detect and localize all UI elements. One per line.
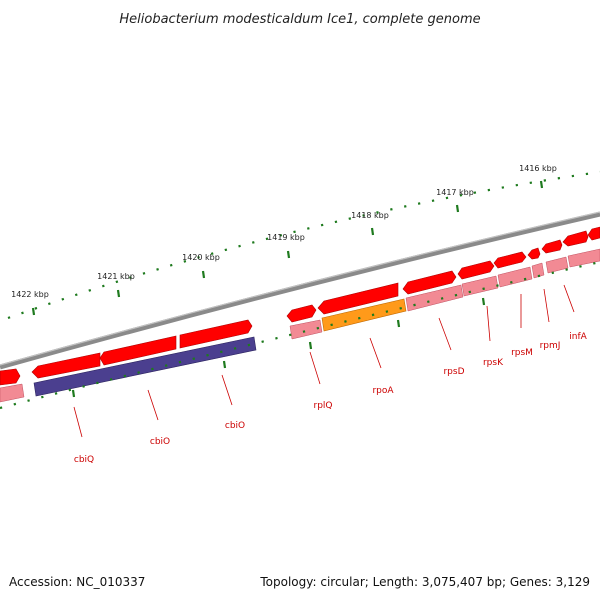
cds-feature[interactable] [99,335,177,366]
cds-feature[interactable] [179,319,253,349]
cds-feature-light[interactable] [461,275,499,297]
genome-summary-text: Topology: circular; Length: 3,075,407 bp… [259,575,590,589]
inner-major-tick [396,319,401,328]
inner-major-tick [481,297,486,306]
gene-label-infA[interactable]: infA [569,332,587,342]
cds-feature[interactable] [317,282,399,315]
cds-feature-light[interactable] [531,262,545,279]
kbp-label: 1420 kbp [182,253,220,262]
gene-label-rpoA[interactable]: rpoA [372,386,394,396]
cds-feature-highlight-purple[interactable] [33,336,257,397]
cds-feature[interactable] [527,247,541,260]
inner-tick-dots [0,260,600,410]
cds-feature-highlight-orange[interactable] [321,298,407,332]
cds-feature[interactable] [457,260,495,280]
cds-feature[interactable] [541,239,563,254]
major-tick [370,227,375,236]
leader-line [369,337,382,369]
kbp-label: 1419 kbp [267,233,305,242]
kbp-label: 1418 kbp [351,211,389,220]
cds-track-outer [0,226,600,386]
minor-tick-dots [7,170,600,320]
major-tick [116,289,121,298]
cds-feature[interactable] [562,230,589,247]
gene-labels: infA rpmJ rpsM rpsK rpsD rpoA rplQ cbiO … [74,332,588,465]
inner-major-tick [222,360,227,369]
gene-label-rpmJ[interactable]: rpmJ [540,341,561,351]
genome-backbone-highlight [0,211,600,366]
genome-backbone [0,211,600,370]
cds-feature[interactable] [31,352,101,379]
leader-line [73,406,83,438]
major-tick [455,204,460,213]
gene-label-cbiO[interactable]: cbiO [150,437,170,447]
kbp-label: 1416 kbp [519,164,557,173]
kbp-label: 1417 kbp [436,188,474,197]
leader-line [309,351,321,385]
leader-line [221,374,233,406]
cds-feature[interactable] [493,251,527,269]
cds-feature-light[interactable] [289,319,323,340]
gene-label-rpsM[interactable]: rpsM [511,348,533,358]
kbp-label: 1421 kbp [97,272,135,281]
leader-line [543,288,550,323]
cds-feature-light[interactable] [0,383,25,403]
gene-label-cbiQ[interactable]: cbiQ [74,455,94,465]
gene-label-cbiO[interactable]: cbiO [225,421,245,431]
cds-feature[interactable] [286,304,317,323]
inner-major-tick [71,389,76,398]
cds-feature-light[interactable] [545,256,569,274]
gene-label-rpsK[interactable]: rpsK [483,358,504,368]
kbp-scale-ring: 1416 kbp 1417 kbp 1418 kbp 1419 kbp 1420… [7,164,600,320]
leader-line [563,284,575,313]
inner-major-tick [308,341,313,350]
leader-line [486,305,491,342]
major-tick [539,180,544,189]
kbp-label: 1422 kbp [11,290,49,299]
cds-feature[interactable] [402,270,457,295]
cds-track-inner [0,248,600,403]
accession-text: Accession: NC_010337 [9,575,145,589]
cds-feature[interactable] [587,226,600,241]
cds-feature-light[interactable] [567,248,600,268]
major-tick [286,250,291,259]
major-tick [201,270,206,279]
leader-line [147,389,159,421]
cds-feature-light[interactable] [497,266,533,288]
gene-label-rplQ[interactable]: rplQ [314,401,333,411]
genome-title: Heliobacterium modesticaldum Ice1, compl… [119,12,480,27]
leader-line [438,317,452,351]
gene-label-rpsD[interactable]: rpsD [443,367,464,377]
cds-feature-light[interactable] [405,284,464,312]
major-tick [31,307,36,316]
cds-feature[interactable] [0,368,21,386]
gene-leader-lines [73,284,575,438]
